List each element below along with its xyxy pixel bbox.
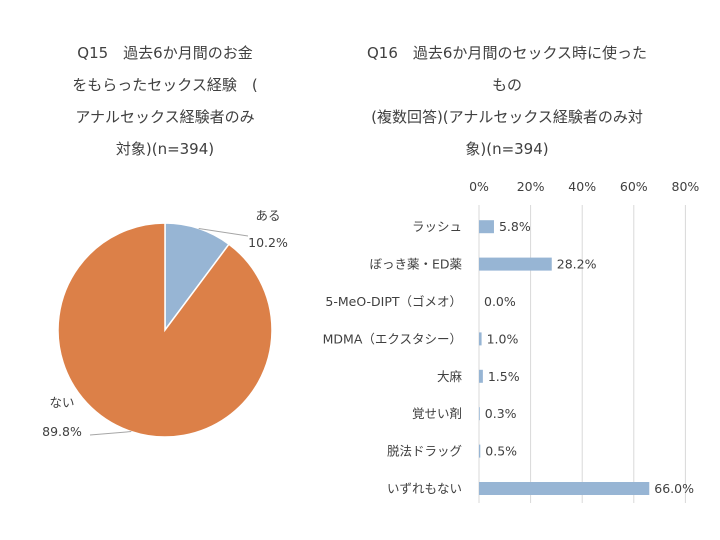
bar-category-label: 5-MeO-DIPT（ゴメオ） [325,294,462,309]
bar-title-line: もの [492,76,522,94]
bar-7 [479,482,650,495]
bar-x-tick-label: 20% [517,179,545,194]
bar-category-label: MDMA（エクスタシー） [323,331,462,346]
bar-4 [479,369,483,383]
bar-value-label: 0.0% [484,294,516,309]
pie-title-line: をもらったセックス経験 ( [72,76,257,94]
bar-category-label: 覚せい剤 [412,406,462,421]
bar-5 [479,407,480,421]
bar-value-label: 1.5% [488,369,520,384]
bar-3 [479,332,482,346]
bar-value-label: 66.0% [654,481,694,496]
bar-value-label: 28.2% [557,257,597,272]
bar-0 [479,220,494,234]
bar-category-label: ラッシュ [412,219,462,234]
bar-category-label: ぼっき薬・ED薬 [369,257,462,272]
pie-slice-1 [57,222,273,438]
bar-value-label: 0.3% [485,406,517,421]
bar-category-label: 大麻 [437,369,463,384]
bar-6 [479,444,481,458]
pie-leader-line-0 [198,227,249,237]
bar-x-tick-label: 0% [469,179,489,194]
pie-chart: ある 10.2% ない 89.8% [42,208,288,439]
pie-title-line: アナルセックス経験者のみ [75,108,254,126]
pie-title-line: 対象)(n=394) [116,140,214,158]
pie-title-line: Q15 過去6か月間のお金 [77,44,252,62]
pie-value-label: 10.2% [248,235,288,250]
bar-chart: 0% 20% 40% 60% 80% ラッシュ 5.8% ぼっき薬・ED薬 28.2% 5-MeO… [323,179,700,503]
bar-title-line: (複数回答)(アナルセックス経験者のみ対 [371,108,643,126]
pie-value-label: 89.8% [42,424,82,439]
pie-category-label: ない [49,395,74,410]
bar-category-label: いずれもない [387,481,462,496]
bar-title-line: Q16 過去6か月間のセックス時に使った [367,44,647,62]
bar-x-tick-label: 60% [620,179,648,194]
pie-leader-line-1 [89,431,132,436]
bar-x-tick-label: 80% [672,179,700,194]
bar-value-label: 1.0% [487,331,519,346]
bar-value-label: 5.8% [499,219,531,234]
bar-x-tick-label: 40% [568,179,596,194]
bar-1 [479,257,552,271]
pie-category-label: ある [255,208,280,223]
bar-title-line: 象)(n=394) [465,140,548,158]
bar-value-label: 0.5% [485,444,517,459]
bar-category-label: 脱法ドラッグ [387,444,462,459]
